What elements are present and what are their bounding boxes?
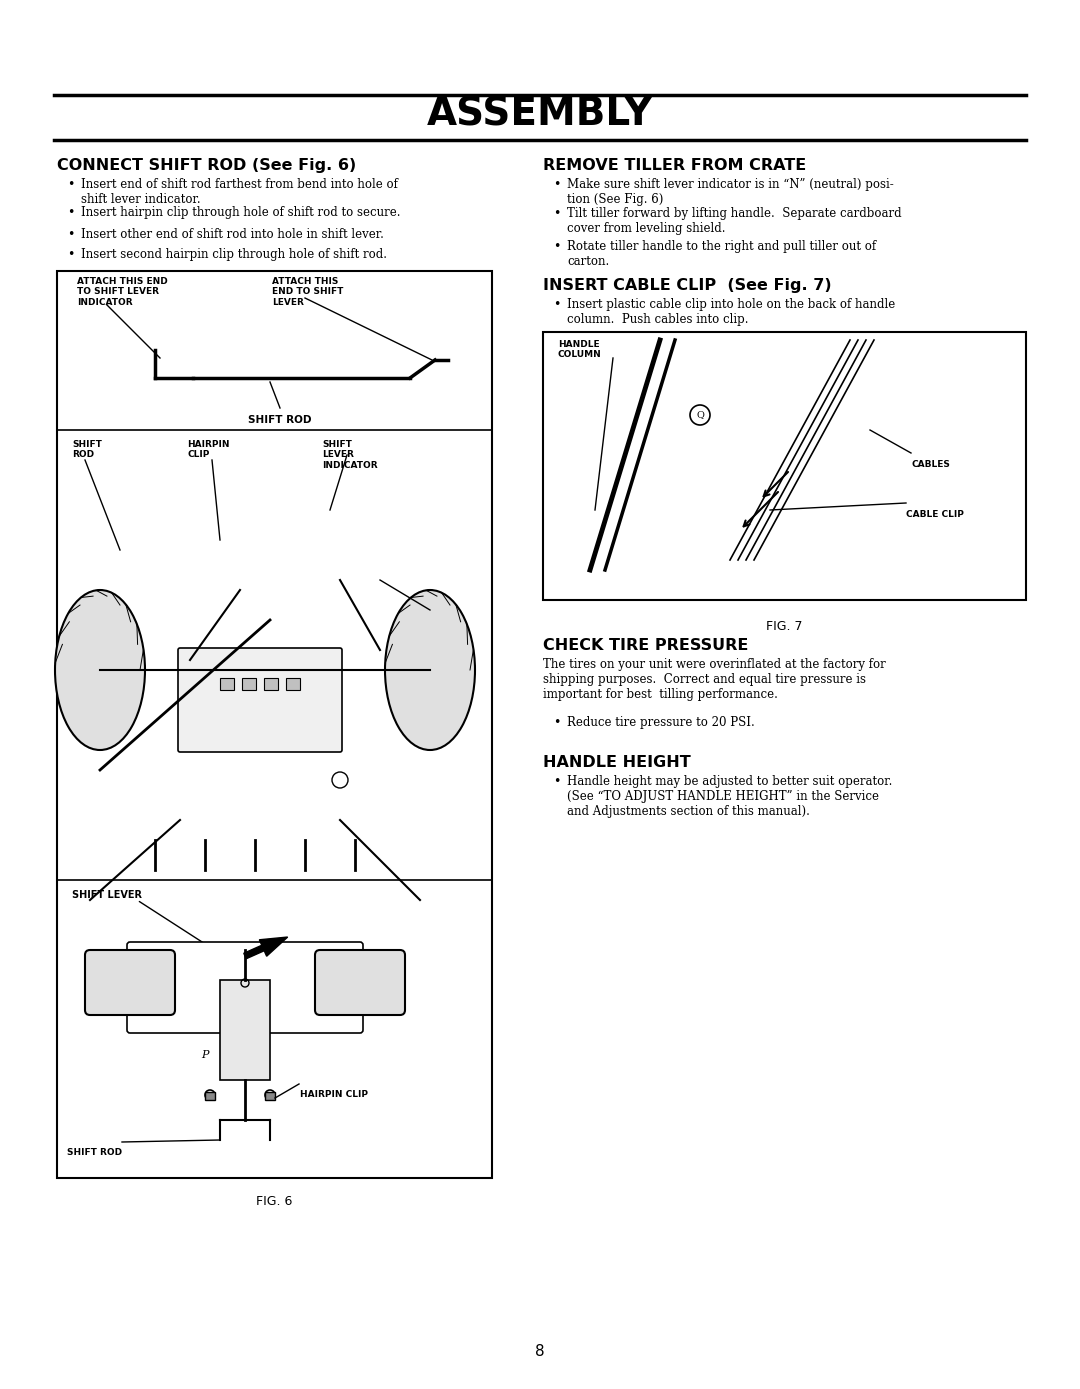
Text: •: • xyxy=(553,240,561,253)
Text: HAIRPIN CLIP: HAIRPIN CLIP xyxy=(300,1090,368,1099)
Text: •: • xyxy=(553,715,561,729)
FancyBboxPatch shape xyxy=(178,649,342,751)
Bar xyxy=(242,678,256,690)
Text: ASSEMBLY: ASSEMBLY xyxy=(427,96,653,133)
Bar xyxy=(286,678,300,690)
Text: CHECK TIRE PRESSURE: CHECK TIRE PRESSURE xyxy=(543,638,748,653)
Text: •: • xyxy=(67,178,75,192)
Text: •: • xyxy=(553,299,561,311)
Text: HANDLE HEIGHT: HANDLE HEIGHT xyxy=(543,756,691,770)
Text: Insert plastic cable clip into hole on the back of handle
column.  Push cables i: Insert plastic cable clip into hole on t… xyxy=(567,299,895,326)
Text: Q: Q xyxy=(697,411,704,419)
Text: CABLE CLIP: CABLE CLIP xyxy=(906,510,963,519)
Text: Insert second hairpin clip through hole of shift rod.: Insert second hairpin clip through hole … xyxy=(81,249,387,261)
Text: Insert hairpin clip through hole of shift rod to secure.: Insert hairpin clip through hole of shif… xyxy=(81,206,401,219)
Text: 8: 8 xyxy=(536,1345,544,1358)
Text: Insert end of shift rod farthest from bend into hole of
shift lever indicator.: Insert end of shift rod farthest from be… xyxy=(81,178,397,206)
Text: ATTACH THIS
END TO SHIFT
LEVER: ATTACH THIS END TO SHIFT LEVER xyxy=(272,276,343,307)
Text: FIG. 7: FIG. 7 xyxy=(766,619,802,633)
FancyBboxPatch shape xyxy=(315,950,405,1015)
Text: CONNECT SHIFT ROD (See Fig. 6): CONNECT SHIFT ROD (See Fig. 6) xyxy=(57,158,356,174)
Text: HANDLE
COLUMN: HANDLE COLUMN xyxy=(558,340,602,360)
Text: INSERT CABLE CLIP  (See Fig. 7): INSERT CABLE CLIP (See Fig. 7) xyxy=(543,278,832,293)
Text: •: • xyxy=(67,228,75,242)
Text: SHIFT LEVER: SHIFT LEVER xyxy=(72,890,141,900)
Text: FIG. 6: FIG. 6 xyxy=(256,1195,293,1208)
Bar xyxy=(220,981,270,1081)
Text: The tires on your unit were overinflated at the factory for
shipping purposes.  : The tires on your unit were overinflated… xyxy=(543,658,886,701)
Text: SHIFT
ROD: SHIFT ROD xyxy=(72,440,102,460)
Text: CABLES: CABLES xyxy=(912,460,950,469)
Text: SHIFT ROD: SHIFT ROD xyxy=(248,415,312,425)
FancyBboxPatch shape xyxy=(127,942,363,1033)
Text: Rotate tiller handle to the right and pull tiller out of
carton.: Rotate tiller handle to the right and pu… xyxy=(567,240,876,268)
Text: P: P xyxy=(201,1050,208,1060)
Bar xyxy=(220,678,234,690)
Text: •: • xyxy=(553,178,561,192)
Bar xyxy=(205,1092,215,1100)
Bar xyxy=(265,1092,275,1100)
Text: Make sure shift lever indicator is in “N” (neutral) posi-
tion (See Fig. 6): Make sure shift lever indicator is in “N… xyxy=(567,178,894,206)
Text: HAIRPIN
CLIP: HAIRPIN CLIP xyxy=(187,440,229,460)
FancyArrow shape xyxy=(244,938,287,958)
Bar xyxy=(543,332,1026,600)
Text: •: • xyxy=(67,249,75,261)
Text: •: • xyxy=(553,207,561,219)
Bar xyxy=(264,678,278,690)
Ellipse shape xyxy=(55,590,145,750)
Text: REMOVE TILLER FROM CRATE: REMOVE TILLER FROM CRATE xyxy=(543,158,807,174)
Text: ATTACH THIS END
TO SHIFT LEVER
INDICATOR: ATTACH THIS END TO SHIFT LEVER INDICATOR xyxy=(77,276,167,307)
Text: Reduce tire pressure to 20 PSI.: Reduce tire pressure to 20 PSI. xyxy=(567,715,755,729)
Text: •: • xyxy=(67,206,75,219)
Text: SHIFT ROD: SHIFT ROD xyxy=(67,1147,122,1157)
Ellipse shape xyxy=(384,590,475,750)
FancyBboxPatch shape xyxy=(85,950,175,1015)
Text: •: • xyxy=(553,775,561,788)
Text: Insert other end of shift rod into hole in shift lever.: Insert other end of shift rod into hole … xyxy=(81,228,383,242)
Text: Handle height may be adjusted to better suit operator.
(See “TO ADJUST HANDLE HE: Handle height may be adjusted to better … xyxy=(567,775,892,818)
Bar xyxy=(57,271,492,1178)
Text: Tilt tiller forward by lifting handle.  Separate cardboard
cover from leveling s: Tilt tiller forward by lifting handle. S… xyxy=(567,207,902,235)
Text: SHIFT
LEVER
INDICATOR: SHIFT LEVER INDICATOR xyxy=(322,440,378,469)
